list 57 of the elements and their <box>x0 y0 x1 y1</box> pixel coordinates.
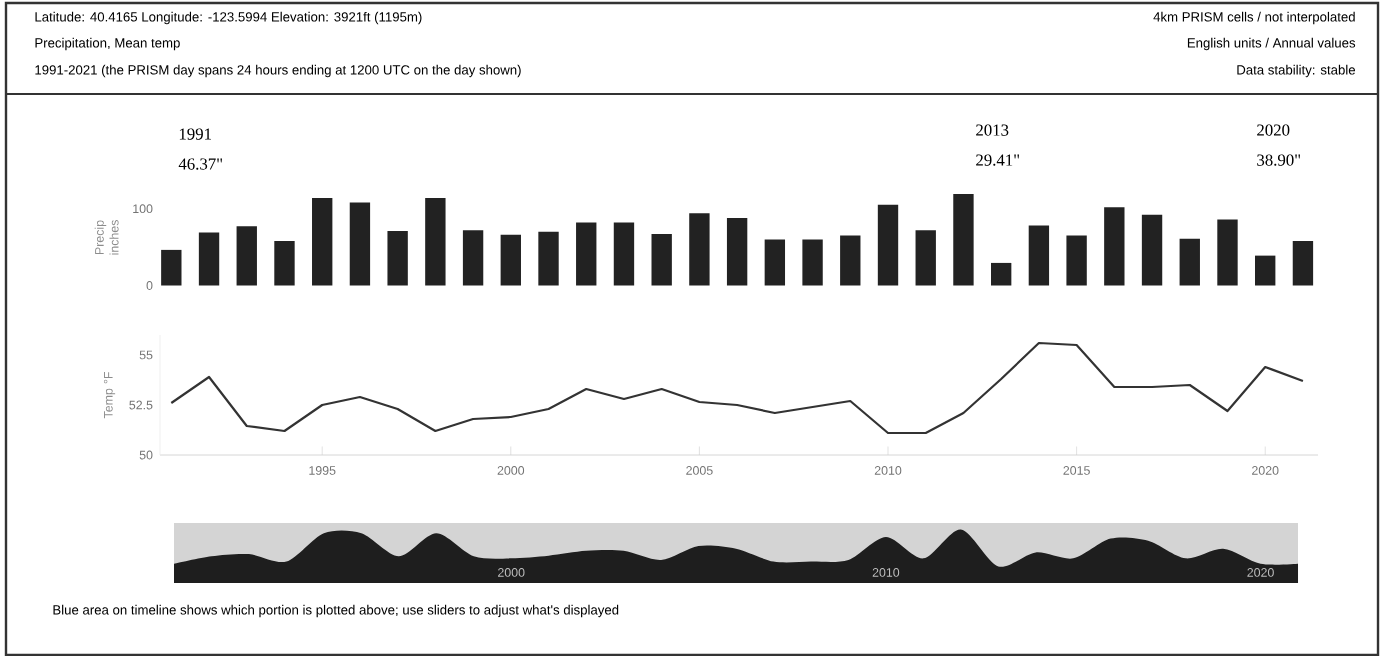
bar <box>1217 219 1238 286</box>
y-tick-label: 55 <box>139 350 153 360</box>
bar <box>236 226 257 286</box>
text: 1991-2021 (the PRISM day spans 24 hours ending at 1200 UTC on the day shown) <box>35 64 521 78</box>
bar <box>689 213 710 286</box>
y-tick-label: 52.5 <box>129 400 153 410</box>
y-axis-title: Precip inches <box>94 220 119 255</box>
bar <box>349 202 371 286</box>
bar <box>764 239 786 286</box>
bar <box>840 235 861 286</box>
y-tick-label: 100 <box>133 204 153 214</box>
bar <box>1104 207 1125 286</box>
text: 2020 38.90" <box>1257 124 1301 166</box>
bar <box>425 197 446 286</box>
x-tick-label: 2000 <box>497 466 525 475</box>
bar <box>726 217 748 286</box>
x-tick-label: 1995 <box>309 466 336 475</box>
bar <box>312 197 333 286</box>
bar <box>802 239 823 286</box>
y-tick-label: 50 <box>139 450 153 460</box>
bar <box>877 204 899 286</box>
bar <box>198 232 220 286</box>
text: 1991 46.37" <box>178 128 223 170</box>
text: Data stability: stable <box>1237 64 1356 78</box>
x-tick-label: 2020 <box>1252 466 1279 475</box>
bar <box>576 222 597 286</box>
bar <box>1141 214 1163 286</box>
y-axis-title: Temp °F <box>103 372 116 419</box>
bar <box>651 234 672 286</box>
bar <box>1292 240 1314 286</box>
bar <box>613 222 635 286</box>
chart-title: Latitude: 40.4165 Longitude: -123.5994 Elevation: 3921ft (1195m) <box>35 11 422 25</box>
bar <box>500 234 521 286</box>
bar <box>1066 235 1087 286</box>
x-tick-label: 2010 <box>872 568 900 577</box>
bar <box>1179 238 1200 286</box>
bar <box>387 230 408 286</box>
bar <box>274 240 295 286</box>
text: English units / Annual values <box>1187 37 1356 51</box>
bar <box>1255 255 1276 286</box>
x-tick-label: 2015 <box>1063 466 1090 475</box>
x-tick-label: 2005 <box>686 466 713 475</box>
text: 2013 29.41" <box>976 124 1020 166</box>
x-tick-label: 2000 <box>498 568 525 577</box>
bar <box>462 230 484 286</box>
text: 4km PRISM cells / not interpolated <box>1153 11 1355 25</box>
bar <box>538 231 559 286</box>
text: Blue area on timeline shows which portion is plotted above; use sliders to adjust what's displayed <box>53 604 619 618</box>
bar <box>161 249 182 286</box>
bar <box>990 262 1012 286</box>
chart-subtitle: Precipitation, Mean temp <box>35 37 180 51</box>
y-tick-label: 0 <box>146 281 153 290</box>
bar <box>1028 225 1050 286</box>
bar <box>915 230 936 286</box>
x-tick-label: 2010 <box>874 466 902 475</box>
bar <box>953 194 974 286</box>
x-tick-label: 2020 <box>1247 568 1274 577</box>
